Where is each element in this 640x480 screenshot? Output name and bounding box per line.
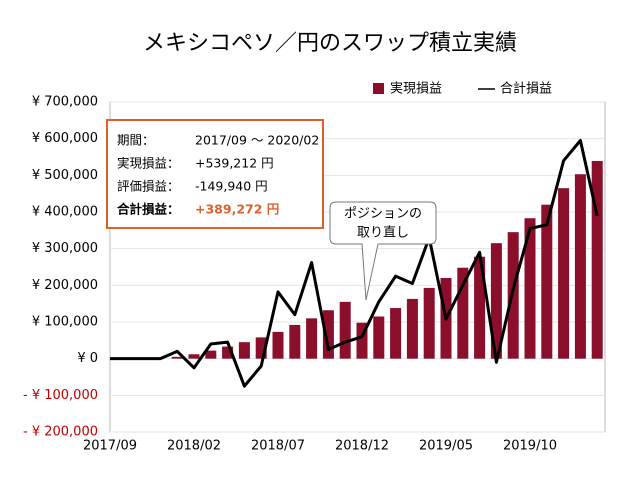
y-tick-label: ¥ 200,000 xyxy=(32,278,98,293)
info-box xyxy=(106,119,324,229)
info-label: 期間： xyxy=(117,133,155,148)
x-tick-label: 2018/12 xyxy=(335,439,389,454)
info-label: 評価損益： xyxy=(117,179,180,194)
info-label: 合計損益： xyxy=(117,202,180,217)
y-tick-label: ¥ 0 xyxy=(77,351,98,366)
y-tick-label: ¥ 100,000 xyxy=(32,315,98,330)
annotation: 取り直し xyxy=(357,226,409,241)
bar xyxy=(558,188,570,359)
annotation: ポジションの xyxy=(344,207,422,222)
legend-label: 合計損益 xyxy=(500,81,552,97)
bar xyxy=(356,322,368,359)
x-tick-label: 2019/10 xyxy=(503,439,557,454)
y-tick-label: ¥ 500,000 xyxy=(32,168,98,183)
info-value: -149,940 円 xyxy=(195,179,268,194)
bar xyxy=(188,354,200,359)
info-value: +539,212 円 xyxy=(195,156,274,171)
bar xyxy=(306,318,318,359)
callout xyxy=(329,201,437,301)
line xyxy=(110,139,599,388)
info-value: +389,272 円 xyxy=(195,202,279,217)
y-tick-label: ¥ 700,000 xyxy=(32,95,98,110)
y-tick-label: ¥ 600,000 xyxy=(32,131,98,146)
bar xyxy=(171,356,183,359)
x-tick-label: 2017/09 xyxy=(83,439,137,454)
bar xyxy=(457,267,469,359)
bar xyxy=(591,160,603,359)
bar xyxy=(322,310,334,359)
bar xyxy=(238,342,250,359)
bar xyxy=(574,174,586,359)
bar xyxy=(490,243,502,359)
y-tick-label: ¥ 300,000 xyxy=(32,241,98,256)
info-label: 実現損益： xyxy=(117,156,180,171)
bar xyxy=(272,331,284,359)
bar xyxy=(524,218,536,359)
bar xyxy=(255,337,267,359)
bar xyxy=(390,308,402,359)
bar xyxy=(373,316,385,359)
x-tick-label: 2018/02 xyxy=(167,439,221,454)
bar xyxy=(289,324,301,359)
bar xyxy=(222,346,234,359)
x-tick-label: 2019/05 xyxy=(419,439,473,454)
bar xyxy=(541,204,553,359)
legend-swatch xyxy=(373,83,384,94)
x-tick-label: 2018/07 xyxy=(251,439,305,454)
legend-label: 実現損益 xyxy=(390,81,442,97)
info-value: 2017/09 〜 2020/02 xyxy=(195,133,319,148)
bar xyxy=(474,256,486,359)
bar xyxy=(205,350,217,359)
y-tick-label: ¥ 400,000 xyxy=(32,205,98,220)
chart-title: メキシコペソ／円のスワップ積立実績 xyxy=(143,31,517,56)
bar xyxy=(339,301,351,359)
bar xyxy=(406,298,418,359)
y-tick-label: - ¥ 100,000 xyxy=(23,388,98,403)
bar xyxy=(423,287,435,359)
y-tick-label: - ¥ 200,000 xyxy=(23,425,98,440)
